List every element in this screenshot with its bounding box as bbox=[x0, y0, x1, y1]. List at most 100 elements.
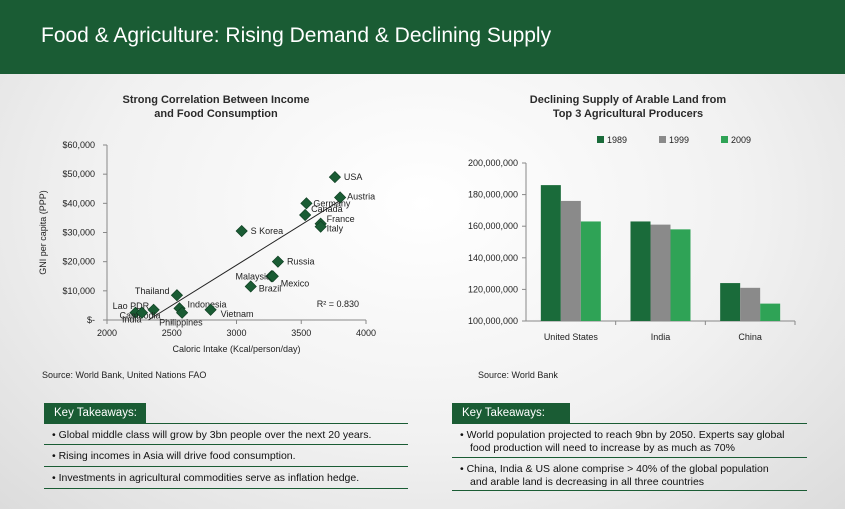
scatter-point bbox=[135, 306, 149, 319]
scatter-point bbox=[244, 280, 257, 293]
bar-1989 bbox=[540, 185, 561, 321]
right-takeaway-1: • World population projected to reach 9b… bbox=[460, 429, 785, 455]
legend-swatch bbox=[659, 136, 666, 143]
y-tick-label: $60,000 bbox=[62, 140, 95, 150]
point-label: France bbox=[327, 214, 355, 224]
scatter-title-line2: and Food Consumption bbox=[154, 108, 278, 120]
right-takeaways-heading: Key Takeaways: bbox=[452, 403, 570, 423]
point-label: Philippines bbox=[159, 318, 203, 328]
point-label: Malaysia bbox=[235, 271, 271, 281]
point-label: India bbox=[122, 315, 142, 325]
point-label: S Korea bbox=[251, 226, 284, 236]
bar-title: Declining Supply of Arable Land from Top… bbox=[508, 93, 748, 121]
page-title: Food & Agriculture: Rising Demand & Decl… bbox=[41, 24, 552, 47]
bar-1999 bbox=[650, 224, 671, 321]
bar-1989 bbox=[720, 283, 741, 321]
x-tick-label: United States bbox=[544, 332, 599, 342]
scatter-point bbox=[170, 289, 184, 302]
point-label: USA bbox=[344, 172, 363, 182]
point-label: Brazil bbox=[259, 283, 282, 293]
scatter-point bbox=[271, 255, 285, 268]
left-takeaway-divider-3 bbox=[44, 488, 408, 489]
y-tick-label: 100,000,000 bbox=[468, 316, 518, 326]
point-label: Russia bbox=[287, 257, 315, 267]
x-tick-label: 4000 bbox=[356, 328, 376, 338]
y-tick-label: 200,000,000 bbox=[468, 158, 518, 168]
right-takeaway-1-line1: • World population projected to reach 9b… bbox=[460, 429, 785, 441]
y-tick-label: $30,000 bbox=[62, 228, 95, 238]
x-tick-label: 3500 bbox=[291, 328, 311, 338]
bar-1999 bbox=[740, 287, 761, 321]
y-tick-label: $10,000 bbox=[62, 286, 95, 296]
y-tick-label: 160,000,000 bbox=[468, 221, 518, 231]
left-takeaways-heading: Key Takeaways: bbox=[44, 403, 146, 423]
bar-title-line1: Declining Supply of Arable Land from bbox=[529, 94, 727, 106]
point-label: Germany bbox=[313, 198, 351, 208]
scatter-point bbox=[266, 270, 279, 283]
bar-chart: 100,000,000 120,000,000 140,000,000 160,000… bbox=[468, 135, 796, 342]
point-label: Vietnam bbox=[221, 309, 254, 319]
left-takeaway-divider-2 bbox=[44, 466, 408, 467]
scatter-chart: $- $10,000 $20,000 $30,000 $40,000 $50,000 $60… bbox=[38, 140, 376, 354]
bar-1989 bbox=[630, 221, 651, 321]
y-tick-label: 120,000,000 bbox=[468, 284, 518, 294]
legend-label: 1989 bbox=[607, 135, 627, 145]
left-takeaway-2: • Rising incomes in Asia will drive food… bbox=[52, 450, 296, 462]
point-label: Italy bbox=[327, 224, 344, 234]
header-bar: Food & Agriculture: Rising Demand & Decl… bbox=[0, 0, 845, 74]
x-tick-label: 2000 bbox=[97, 328, 117, 338]
scatter-point bbox=[204, 303, 217, 316]
left-takeaway-1: • Global middle class will grow by 3bn p… bbox=[52, 429, 372, 441]
scatter-point bbox=[314, 220, 327, 233]
trendline bbox=[148, 198, 343, 321]
left-takeaway-3: • Investments in agricultural commoditie… bbox=[52, 472, 360, 484]
point-label: Mexico bbox=[281, 278, 310, 288]
legend-label: 2009 bbox=[731, 135, 751, 145]
bar-2009 bbox=[580, 221, 601, 321]
bar-source: Source: World Bank bbox=[478, 370, 558, 380]
bar-2009 bbox=[760, 303, 781, 321]
left-takeaway-divider-1 bbox=[44, 444, 408, 445]
legend-swatch bbox=[597, 136, 604, 143]
scatter-point bbox=[299, 208, 312, 222]
scatter-point bbox=[147, 303, 160, 316]
right-takeaway-divider-1 bbox=[452, 457, 807, 458]
bar-2009 bbox=[670, 229, 691, 321]
x-axis-title: Caloric Intake (Kcal/person/day) bbox=[172, 344, 300, 354]
right-takeaways-rule bbox=[452, 423, 807, 424]
point-label: Indonesia bbox=[188, 299, 227, 309]
bar-title-line2: Top 3 Agricultural Producers bbox=[552, 108, 704, 120]
right-takeaway-2: • China, India & US alone comprise > 40%… bbox=[460, 463, 769, 489]
scatter-point bbox=[334, 191, 347, 204]
point-label: Lao PDR bbox=[113, 301, 150, 311]
right-takeaway-1-line2: food production will need to increase by… bbox=[470, 442, 735, 454]
x-tick-label: 3000 bbox=[226, 328, 246, 338]
x-tick-label: China bbox=[738, 332, 762, 342]
right-takeaway-2-line1: • China, India & US alone comprise > 40%… bbox=[460, 463, 769, 475]
scatter-point bbox=[176, 306, 189, 319]
r-squared-annotation: R² = 0.830 bbox=[317, 299, 359, 309]
right-takeaway-2-line2: and arable land is decreasing in all thr… bbox=[470, 476, 705, 488]
scatter-point bbox=[235, 224, 248, 238]
y-tick-label: $- bbox=[87, 315, 95, 325]
scatter-point bbox=[328, 171, 342, 184]
scatter-title-line1: Strong Correlation Between Income bbox=[122, 94, 310, 106]
right-takeaway-divider-2 bbox=[452, 490, 807, 491]
left-takeaways-rule bbox=[44, 423, 408, 424]
y-tick-label: $20,000 bbox=[62, 257, 95, 267]
scatter-title: Strong Correlation Between Income and Fo… bbox=[96, 93, 336, 121]
scatter-source: Source: World Bank, United Nations FAO bbox=[42, 370, 207, 380]
legend-label: 1999 bbox=[669, 135, 689, 145]
legend-swatch bbox=[721, 136, 728, 143]
y-tick-label: $50,000 bbox=[62, 169, 95, 179]
point-label: Thailand bbox=[135, 286, 170, 296]
x-tick-label: India bbox=[651, 332, 671, 342]
y-tick-label: 140,000,000 bbox=[468, 253, 518, 263]
y-tick-label: $40,000 bbox=[62, 198, 95, 208]
y-axis-title: GNI per capita (PPP) bbox=[38, 190, 48, 275]
bar-1999 bbox=[560, 200, 581, 321]
y-tick-label: 180,000,000 bbox=[468, 190, 518, 200]
x-tick-label: 2500 bbox=[162, 328, 182, 338]
point-label: Austria bbox=[347, 192, 375, 202]
point-label: Canada bbox=[311, 204, 343, 214]
